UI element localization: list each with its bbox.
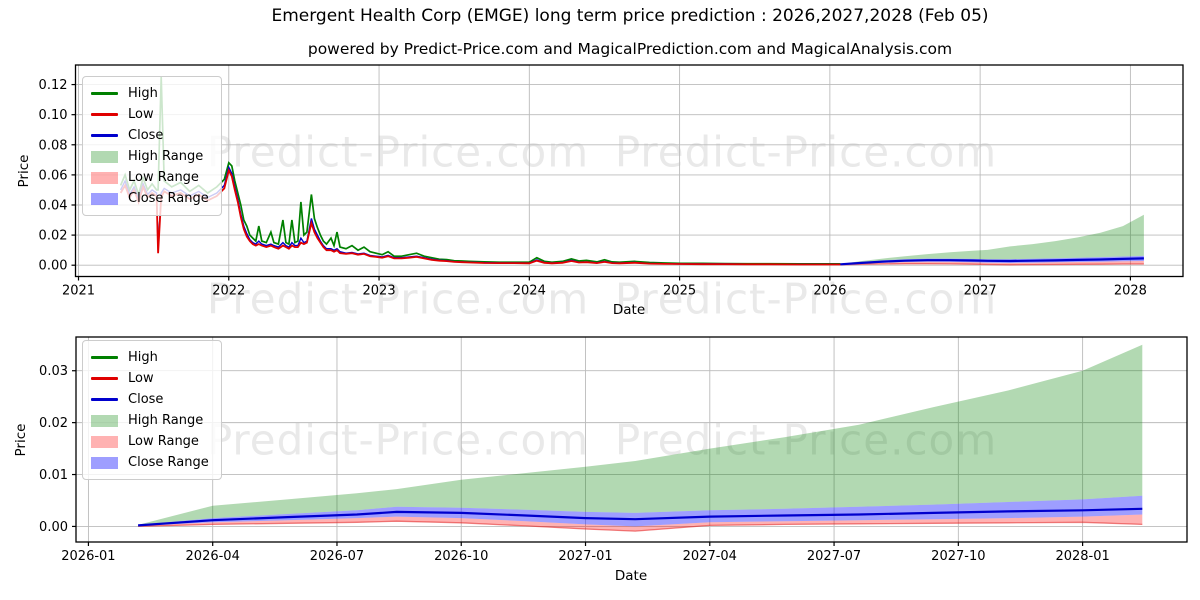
x-tick-label: 2027-07	[807, 549, 861, 564]
legend-item-close: Close	[91, 125, 209, 146]
chart-subtitle: powered by Predict-Price.com and Magical…	[307, 40, 953, 58]
watermark-text: Predict-Price.com	[615, 416, 997, 465]
x-tick-label: 2026-01	[61, 549, 115, 564]
legend-label: Close	[128, 392, 164, 407]
bottom-x-axis-label: Date	[614, 568, 648, 584]
legend-item-high: High	[91, 347, 209, 368]
bottom-y-axis-label: Price	[13, 423, 29, 457]
legend-item-low-range: Low Range	[91, 167, 209, 188]
y-tick-label: 0.06	[39, 168, 68, 183]
y-tick-label: 0.03	[39, 364, 68, 379]
legend-patch-swatch	[91, 414, 118, 427]
y-tick-label: 0.00	[39, 259, 68, 274]
legend-label: Close Range	[128, 191, 209, 206]
x-tick-label: 2027-01	[558, 549, 612, 564]
top-x-axis-label: Date	[612, 302, 646, 318]
top-y-axis-label: Price	[16, 154, 32, 188]
close-prediction-line	[138, 507, 1143, 527]
x-tick-label: 2025	[663, 284, 696, 299]
watermark-text: Predict-Price.com	[614, 127, 998, 177]
legend-line-swatch	[91, 134, 118, 137]
axes-frame	[74, 64, 1184, 278]
legend-line-swatch	[91, 113, 118, 116]
legend-label: Close	[128, 128, 164, 143]
x-tick-label: 2027	[964, 284, 997, 299]
legend-patch-swatch	[91, 435, 118, 448]
legend-patch-swatch	[91, 150, 118, 163]
top-chart-legend: High Low Close High Range Low Range Close Ran…	[82, 76, 222, 216]
legend-item-close-range: Close Range	[91, 188, 209, 209]
legend-line-swatch	[91, 398, 118, 401]
x-tick-label: 2028-01	[1055, 549, 1109, 564]
low-prediction-line	[138, 520, 1143, 532]
legend-item-close-range: Close Range	[91, 452, 209, 473]
y-tick-label: 0.04	[39, 198, 68, 213]
x-tick-label: 2027-10	[931, 549, 985, 564]
x-tick-label: 2021	[62, 284, 95, 299]
plot-area	[119, 76, 1144, 266]
plot-area	[138, 344, 1143, 532]
x-tick-label: 2026-10	[434, 549, 488, 564]
x-tick-label: 2027-04	[683, 549, 737, 564]
legend-label: Close Range	[128, 455, 209, 470]
legend-line-swatch	[91, 92, 118, 95]
legend-item-low: Low	[91, 104, 209, 125]
legend-line-swatch	[91, 356, 118, 359]
legend-item-low: Low	[91, 368, 209, 389]
close-prediction-line	[840, 257, 1144, 266]
high-range-band	[840, 214, 1144, 264]
x-tick-label: 2028	[1114, 284, 1147, 299]
legend-item-low-range: Low Range	[91, 431, 209, 452]
watermark-text: Predict-Price.com	[206, 415, 590, 465]
y-tick-label: 0.00	[39, 520, 68, 535]
axes-frame	[75, 336, 1188, 543]
y-tick-label: 0.08	[39, 138, 68, 153]
watermark-text: Predict-Price.com	[614, 274, 998, 324]
watermark-text: Predict-Price.com	[206, 274, 590, 324]
legend-label: High	[128, 350, 158, 365]
x-tick-label: 2026-07	[310, 549, 364, 564]
y-tick-label: 0.12	[39, 78, 68, 93]
legend-label: High	[128, 86, 158, 101]
y-tick-label: 0.02	[39, 416, 68, 431]
y-tick-label: 0.02	[39, 229, 68, 244]
legend-patch-swatch	[91, 456, 118, 469]
bottom-chart-legend: High Low Close High Range Low Range Close Ran…	[82, 340, 222, 480]
legend-patch-swatch	[91, 171, 118, 184]
legend-label: Low	[128, 371, 154, 386]
y-tick-label: 0.10	[39, 108, 68, 123]
legend-label: High Range	[128, 149, 204, 164]
x-tick-label: 2024	[513, 284, 546, 299]
x-tick-label: 2026-04	[186, 549, 240, 564]
low-prediction-line	[840, 263, 1144, 266]
legend-item-high-range: High Range	[91, 146, 209, 167]
low-range-band	[138, 514, 1143, 532]
legend-label: Low Range	[128, 170, 199, 185]
chart-title: Emergent Health Corp (EMGE) long term pr…	[271, 6, 989, 26]
close-range-band	[138, 495, 1143, 527]
x-tick-label: 2023	[363, 284, 396, 299]
high-range-band	[138, 344, 1143, 525]
legend-line-swatch	[91, 377, 118, 380]
legend-patch-swatch	[91, 192, 118, 205]
y-tick-label: 0.01	[39, 468, 68, 483]
x-tick-label: 2026	[813, 284, 846, 299]
legend-item-close: Close	[91, 389, 209, 410]
legend-label: Low Range	[128, 434, 199, 449]
x-tick-label: 2022	[212, 284, 245, 299]
watermark-text: Predict-Price.com	[206, 127, 590, 177]
legend-label: Low	[128, 107, 154, 122]
legend-label: High Range	[128, 413, 204, 428]
legend-item-high-range: High Range	[91, 410, 209, 431]
legend-item-high: High	[91, 83, 209, 104]
